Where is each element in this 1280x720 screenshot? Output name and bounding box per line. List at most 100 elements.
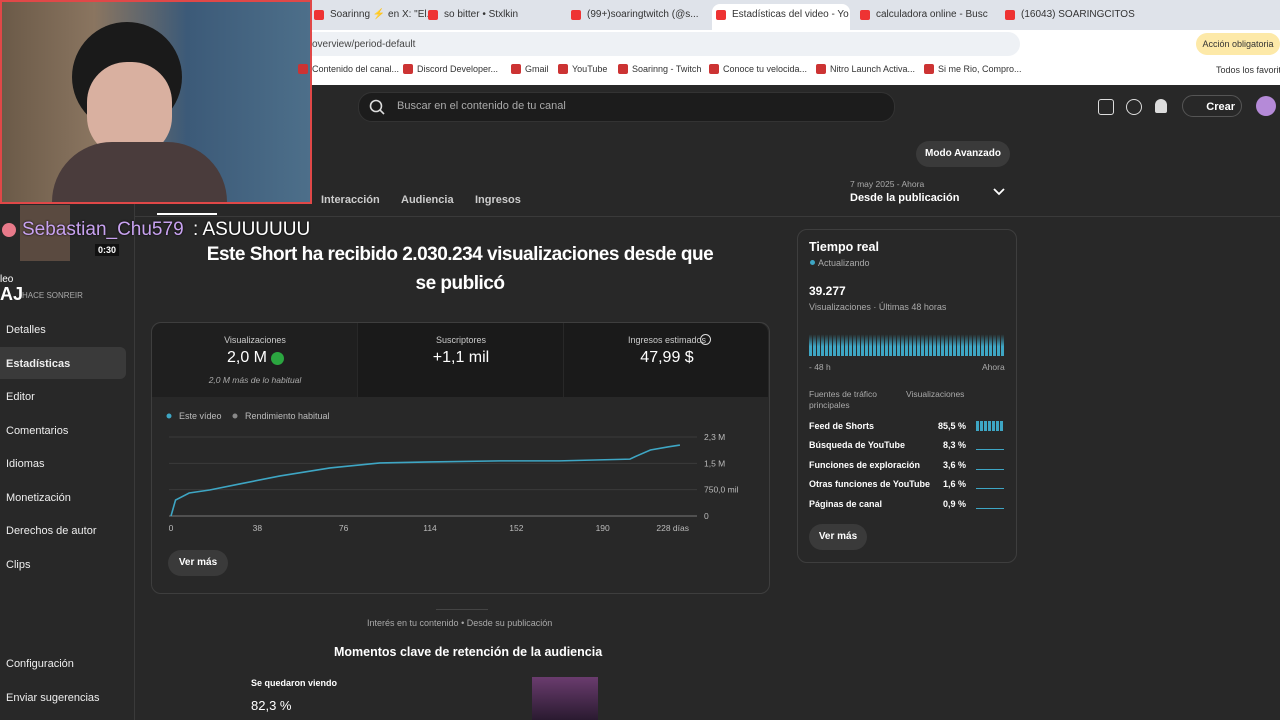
source-share: 3,6 % — [942, 460, 966, 470]
icon[interactable] — [1155, 99, 1167, 113]
realtime-title: Tiempo real — [809, 240, 879, 254]
x-tick-label: 228 días — [656, 523, 689, 533]
thumbnail — [20, 205, 70, 261]
metric-value: 2,0 M — [226, 349, 267, 366]
more-button[interactable]: Ver más — [809, 524, 867, 550]
nav-item[interactable]: Monetización — [6, 492, 71, 504]
x-tick-label: 38 — [253, 523, 263, 533]
realtime-bars — [809, 332, 1004, 356]
source-share: 85,5 % — [937, 421, 966, 431]
metric-tab[interactable] — [152, 323, 357, 397]
body — [52, 142, 227, 202]
interest: Interés en tu contenido • Desde su publi… — [367, 618, 553, 628]
bookmark[interactable]: Discord Developer... — [403, 64, 498, 74]
timer: 0:30 — [95, 244, 120, 256]
x-tick-label: 114 — [423, 523, 437, 533]
sidebar — [0, 129, 135, 720]
action-button[interactable]: Acción obligatoria — [1196, 33, 1280, 55]
legend-dot — [232, 413, 238, 419]
nav-item[interactable]: Configuración — [6, 658, 74, 670]
tab-underline — [157, 213, 217, 215]
search-icon — [369, 99, 385, 115]
avatar[interactable] — [1256, 96, 1276, 116]
retention-title: Momentos clave de retención de la audien… — [334, 645, 603, 659]
icon[interactable] — [1126, 99, 1142, 115]
browser-tab[interactable]: Estadísticas del video - Yo — [712, 4, 850, 30]
browser-tab[interactable]: so bitter • Stxlkin — [424, 4, 562, 26]
section-tab[interactable]: Audiencia — [401, 194, 454, 206]
video-thumbnail — [532, 677, 598, 720]
url: overview/period-default — [312, 39, 416, 50]
bookmark[interactable]: Gmail — [511, 64, 549, 74]
nav-item[interactable]: Clips — [6, 559, 31, 571]
legend-label: Rendimiento habitual — [245, 411, 330, 421]
col-header: Fuentes de tráfico principales — [809, 389, 878, 410]
metric-label: Ingresos estimados — [627, 335, 707, 345]
metric-value: 47,99 $ — [640, 349, 694, 366]
source-name: Búsqueda de YouTube — [809, 440, 906, 450]
spark — [976, 421, 1004, 431]
bookmark[interactable]: YouTube — [558, 64, 607, 74]
search-box[interactable] — [358, 92, 895, 122]
sidebar-label: leo — [0, 274, 14, 285]
nav-item[interactable]: Detalles — [6, 324, 46, 336]
nav-item[interactable]: Derechos de autor — [6, 525, 97, 537]
all-bookmarks[interactable]: Todos los favoritos — [1216, 65, 1280, 75]
nav-item[interactable]: Idiomas — [6, 458, 45, 470]
realtime-end: Ahora — [982, 362, 1005, 372]
address-bar[interactable] — [300, 32, 1020, 56]
legend-dot — [166, 413, 172, 419]
nav-item[interactable]: Enviar sugerencias — [6, 692, 100, 704]
spark — [976, 469, 1004, 470]
chat-message: : ASUUUUUU — [193, 219, 311, 240]
x-tick-label: 152 — [509, 523, 523, 533]
more-button[interactable]: Ver más — [168, 550, 228, 576]
line-series — [170, 444, 681, 517]
source-name: Otras funciones de YouTube — [809, 479, 931, 489]
spark — [976, 449, 1004, 450]
create-button[interactable]: Crear — [1182, 95, 1242, 117]
x-tick-label: 190 — [596, 523, 610, 533]
metric-tab[interactable] — [358, 323, 563, 397]
bookmark[interactable]: Si me Rio, Compro... — [924, 64, 1022, 74]
face — [87, 62, 172, 157]
source-share: 0,9 % — [942, 499, 966, 509]
bookmark[interactable]: Nitro Launch Activa... — [816, 64, 915, 74]
metric-note: 2,0 M más de lo habitual — [208, 375, 302, 385]
advanced-button[interactable]: Modo Avanzado — [916, 141, 1010, 167]
chevron[interactable] — [992, 186, 1006, 198]
overview-card — [151, 322, 770, 594]
section-tab[interactable]: Ingresos — [475, 194, 521, 206]
date-range: 7 may 2025 - Ahora — [850, 179, 925, 189]
source-share: 1,6 % — [942, 479, 966, 489]
bookmark[interactable]: Contenido del canal... — [298, 64, 399, 74]
line-chart: Este vídeo Rendimiento habitual 0 750,0 mil… — [166, 411, 739, 533]
nav-item[interactable]: Estadísticas — [6, 358, 71, 370]
metric-tab[interactable] — [564, 323, 768, 397]
spark — [976, 488, 1004, 489]
search-placeholder: Buscar en el contenido de tu canal — [397, 100, 566, 112]
bookmark[interactable]: Conoce tu velocida... — [709, 64, 807, 74]
y-tick-label: 750,0 mil — [704, 485, 739, 495]
spark — [976, 508, 1004, 509]
legend-label: Este vídeo — [179, 411, 222, 421]
realtime-start: - 48 h — [809, 362, 831, 372]
nav-item[interactable]: Comentarios — [6, 425, 69, 437]
nav-item[interactable]: Editor — [6, 391, 35, 403]
browser-tab[interactable]: calculadora online - Busc — [856, 4, 994, 26]
browser-tab[interactable]: (16043) SOARINGCITOS - — [1001, 4, 1139, 26]
section-tab[interactable]: Interacción — [321, 194, 380, 206]
col-header: Visualizaciones — [906, 389, 965, 399]
icon[interactable] — [1098, 99, 1114, 115]
period[interactable]: Desde la publicación — [850, 192, 960, 204]
bookmark[interactable]: Soarinng - Twitch — [618, 64, 701, 74]
source-name: Páginas de canal — [809, 499, 883, 509]
source-name: Funciones de exploración — [809, 460, 921, 470]
channel: AJ — [0, 284, 24, 304]
realtime-caption[interactable]: Visualizaciones · Últimas 48 horas — [809, 302, 947, 312]
x-tick-label: 0 — [169, 523, 174, 533]
browser-tab[interactable]: (99+)soaringtwitch (@s... — [567, 4, 705, 26]
y-tick-label: 1,5 M — [704, 458, 725, 468]
browser-tab[interactable]: Soarinng ⚡ en X: "El... — [310, 4, 448, 26]
